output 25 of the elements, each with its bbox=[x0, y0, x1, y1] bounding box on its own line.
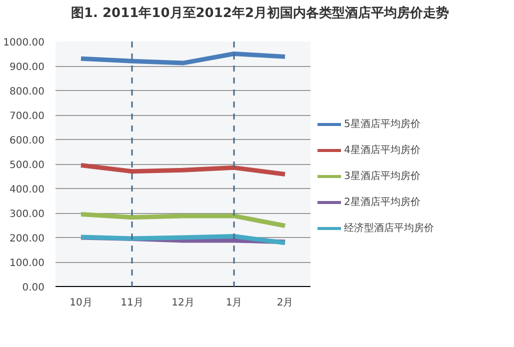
y-tick-label: 200.00 bbox=[10, 234, 45, 244]
x-tick-label: 10月 bbox=[70, 298, 92, 308]
y-tick-label: 900.00 bbox=[10, 62, 45, 73]
chart-title: 图1. 2011年10月至2012年2月初国内各类型酒店平均房价走势 bbox=[70, 5, 449, 23]
y-tick-label: 0.00 bbox=[22, 282, 44, 294]
legend-label: 2星酒店平均房价 bbox=[344, 196, 420, 209]
legend-label: 经济型酒店平均房价 bbox=[344, 222, 434, 235]
legend-label: 5星酒店平均房价 bbox=[344, 118, 420, 131]
y-tick-label: 1000.00 bbox=[3, 38, 45, 48]
x-tick-label: 11月 bbox=[120, 298, 144, 308]
x-tick-label: 12月 bbox=[172, 298, 194, 308]
line-series bbox=[78, 162, 288, 177]
y-tick-label: 400.00 bbox=[10, 184, 45, 196]
y-tick-label: 800.00 bbox=[10, 86, 45, 98]
legend-label: 3星酒店平均房价 bbox=[344, 170, 420, 183]
y-tick-label: 500.00 bbox=[10, 160, 45, 171]
line-series bbox=[78, 52, 288, 66]
y-tick-label: 700.00 bbox=[10, 111, 45, 122]
y-tick-label: 600.00 bbox=[10, 136, 45, 146]
line-series bbox=[78, 212, 288, 228]
x-tick-label: 2月 bbox=[276, 298, 294, 308]
y-tick-label: 300.00 bbox=[10, 209, 45, 220]
x-tick-label: 1月 bbox=[226, 298, 242, 308]
y-tick-label: 100.00 bbox=[10, 258, 45, 269]
legend-label: 4星酒店平均房价 bbox=[344, 144, 420, 157]
